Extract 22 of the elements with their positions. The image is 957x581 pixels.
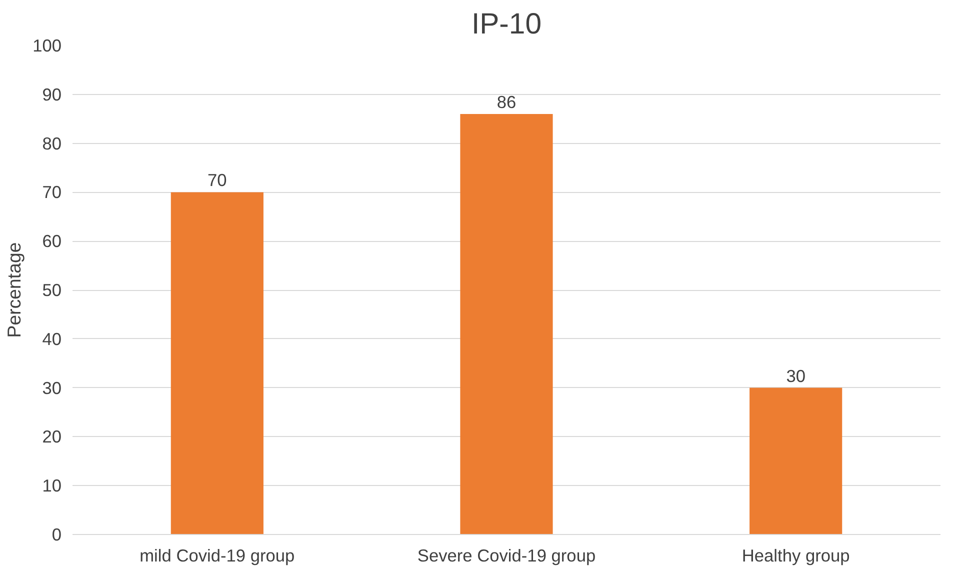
y-axis-title: Percentage (4, 242, 25, 338)
y-tick-label: 0 (52, 524, 62, 544)
y-tick-label: 20 (42, 426, 62, 447)
data-label: 30 (786, 366, 806, 386)
y-tick-label: 40 (42, 328, 62, 349)
y-tick-label: 60 (42, 231, 62, 252)
bar (460, 114, 553, 534)
y-tick-label: 100 (32, 36, 62, 56)
y-tick-label: 10 (42, 476, 62, 496)
y-tick-label: 30 (42, 378, 62, 398)
y-tick-label: 70 (42, 182, 62, 202)
x-tick-label: mild Covid-19 group (140, 546, 295, 566)
data-label: 70 (208, 170, 227, 190)
y-tick-label: 50 (42, 280, 62, 300)
data-label: 86 (496, 92, 516, 112)
y-tick-label: 90 (42, 84, 62, 104)
bar (170, 192, 264, 534)
x-tick-label: Healthy group (742, 546, 850, 566)
x-tick-label: Severe Covid-19 group (417, 546, 596, 566)
chart-title: IP-10 (471, 8, 542, 40)
bar (750, 388, 842, 534)
y-tick-label: 80 (42, 133, 62, 154)
